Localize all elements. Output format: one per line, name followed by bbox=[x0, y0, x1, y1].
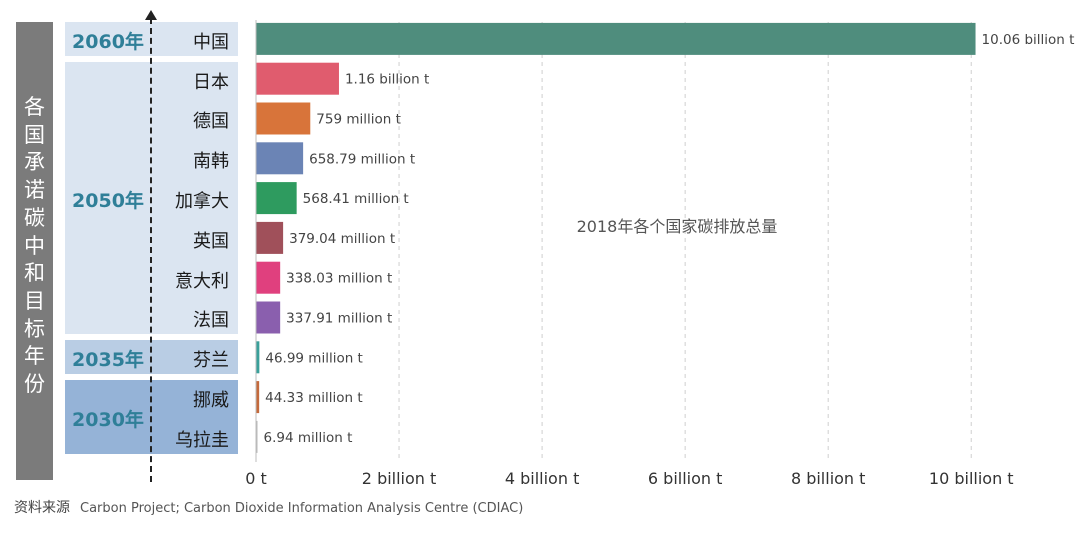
source-text: Carbon Project; Carbon Dioxide Informati… bbox=[80, 501, 524, 516]
data-label: 759 million t bbox=[316, 112, 401, 128]
chart-title: 2018年各个国家碳排放总量 bbox=[577, 217, 778, 236]
vertical-title: 各国承诺碳中和目标年份 bbox=[24, 95, 45, 397]
data-label: 44.33 million t bbox=[265, 390, 363, 406]
bar bbox=[256, 420, 258, 453]
country-label: 意大利 bbox=[175, 270, 229, 292]
country-label: 日本 bbox=[193, 71, 229, 93]
bar bbox=[256, 381, 260, 414]
vertical-title-box: 各国承诺碳中和目标年份 bbox=[16, 22, 53, 480]
data-label: 337.91 million t bbox=[286, 311, 392, 327]
country-label: 英国 bbox=[193, 230, 229, 252]
x-tick-label: 2 billion t bbox=[362, 469, 437, 488]
target-year: 2030年 bbox=[72, 408, 144, 431]
target-year: 2035年 bbox=[72, 349, 144, 372]
bar bbox=[256, 182, 297, 215]
bar bbox=[256, 22, 976, 55]
bar bbox=[256, 301, 281, 334]
data-label: 568.41 million t bbox=[303, 191, 409, 207]
timeline-dashed-line bbox=[150, 18, 152, 482]
x-tick-label: 4 billion t bbox=[505, 469, 580, 488]
data-label: 46.99 million t bbox=[265, 350, 363, 366]
x-tick-label: 8 billion t bbox=[791, 469, 866, 488]
data-label: 1.16 billion t bbox=[345, 72, 429, 88]
arrow-up-icon bbox=[145, 10, 157, 20]
country-label: 中国 bbox=[193, 31, 229, 53]
bar bbox=[256, 62, 339, 95]
x-tick-label: 6 billion t bbox=[648, 469, 723, 488]
target-year: 2050年 bbox=[72, 190, 144, 213]
data-label: 658.79 million t bbox=[309, 151, 415, 167]
bar bbox=[256, 341, 260, 374]
x-tick-label: 10 billion t bbox=[929, 469, 1014, 488]
country-label: 法国 bbox=[193, 310, 229, 332]
data-label: 6.94 million t bbox=[264, 430, 353, 446]
source-note: 资料来源 Carbon Project; Carbon Dioxide Infor… bbox=[14, 497, 523, 517]
x-tick-label: 0 t bbox=[245, 469, 267, 488]
country-label: 南韩 bbox=[193, 151, 229, 173]
target-year: 2060年 bbox=[72, 30, 144, 53]
bar bbox=[256, 261, 281, 294]
country-label: 乌拉圭 bbox=[175, 429, 229, 451]
bar bbox=[256, 142, 304, 175]
data-label: 10.06 billion t bbox=[982, 32, 1075, 48]
bar bbox=[256, 102, 311, 135]
bar bbox=[256, 221, 284, 254]
country-label: 加拿大 bbox=[175, 191, 229, 213]
data-label: 379.04 million t bbox=[289, 231, 395, 247]
data-label: 338.03 million t bbox=[286, 271, 392, 287]
country-label: 德国 bbox=[193, 111, 229, 133]
source-label: 资料来源 bbox=[14, 500, 70, 516]
country-label: 芬兰 bbox=[193, 350, 229, 372]
country-label: 挪威 bbox=[193, 390, 229, 412]
